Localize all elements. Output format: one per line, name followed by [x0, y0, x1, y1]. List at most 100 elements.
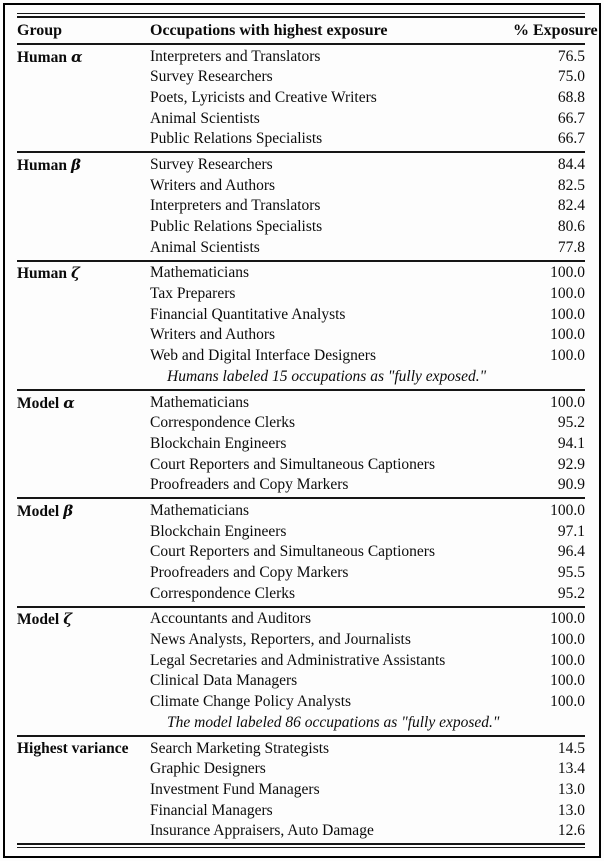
section-model-beta: Model β Mathematicians 100.0 Blockchain E…: [17, 499, 585, 605]
occupation-cell: Poets, Lyricists and Creative Writers: [150, 88, 377, 106]
exposure-cell: 100.0: [550, 631, 585, 649]
table-row: Writers and Authors 82.5: [17, 176, 585, 197]
top-rule-thin: [17, 13, 585, 14]
exposure-cell: 94.1: [557, 434, 585, 452]
occupation-cell: Blockchain Engineers: [150, 434, 287, 452]
table-row: Correspondence Clerks 95.2: [17, 584, 585, 605]
exposure-cell: 80.6: [557, 218, 585, 235]
occupation-cell: Public Relations Specialists: [150, 218, 323, 235]
exposure-cell: 68.8: [557, 88, 585, 106]
table-row: Survey Researchers 75.0: [17, 67, 585, 88]
exposure-cell: 13.0: [557, 801, 585, 819]
exposure-cell: 100.0: [550, 393, 585, 411]
table-row: Public Relations Specialists 80.6: [17, 217, 585, 238]
group-spacer: [17, 325, 150, 346]
occupation-cell: Climate Change Policy Analysts: [150, 693, 352, 711]
occupation-cell: Court Reporters and Simultaneous Caption…: [150, 455, 435, 473]
group-spacer: [17, 801, 150, 822]
exposure-table: Group Occupations with highest exposure …: [5, 5, 599, 849]
group-spacer: [17, 692, 150, 713]
group-symbol: α: [70, 47, 83, 66]
header-occupation: Occupations with highest exposure: [150, 21, 388, 39]
occupation-cell: Writers and Authors: [150, 326, 276, 344]
occupation-cell: Financial Quantitative Analysts: [150, 305, 346, 323]
group-label: Human ζ: [17, 263, 150, 284]
bottom-rule-thick: [17, 843, 585, 846]
table-row: Model α Mathematicians 100.0: [17, 393, 585, 414]
occupation-cell: Mathematicians: [150, 501, 249, 519]
group-spacer: [17, 238, 150, 259]
occupation-cell: News Analysts, Reporters, and Journalist…: [150, 631, 411, 649]
group-spacer: [17, 475, 150, 496]
exposure-cell: 66.7: [557, 130, 585, 148]
table-row: Poets, Lyricists and Creative Writers 68…: [17, 88, 585, 109]
group-label: Model ζ: [17, 609, 150, 630]
page-frame: Group Occupations with highest exposure …: [3, 3, 601, 858]
table-row: Climate Change Policy Analysts 100.0: [17, 692, 585, 713]
group-spacer: [17, 671, 150, 692]
group-spacer: [17, 542, 150, 563]
group-spacer: [17, 305, 150, 326]
exposure-cell: 100.0: [550, 305, 585, 323]
table-row: Tax Preparers 100.0: [17, 284, 585, 305]
section-model-alpha: Model α Mathematicians 100.0 Corresponden…: [17, 391, 585, 497]
table-row: Blockchain Engineers 94.1: [17, 434, 585, 455]
group-spacer: [17, 563, 150, 584]
exposure-cell: 13.0: [557, 780, 585, 798]
exposure-cell: 75.0: [557, 68, 585, 86]
occupation-cell: Blockchain Engineers: [150, 522, 287, 540]
group-spacer: [17, 413, 150, 434]
table-row: Court Reporters and Simultaneous Caption…: [17, 455, 585, 476]
exposure-cell: 100.0: [550, 285, 585, 303]
occupation-cell: Mathematicians: [150, 264, 249, 282]
group-spacer: [17, 434, 150, 455]
group-symbol: β: [70, 155, 81, 174]
exposure-cell: 100.0: [550, 326, 585, 344]
group-spacer: [17, 630, 150, 651]
occupation-cell: Interpreters and Translators: [150, 47, 321, 65]
group-name: Human: [17, 48, 67, 66]
section-rule: [17, 151, 585, 154]
table-row: Public Relations Specialists 66.7: [17, 129, 585, 150]
section-note: Humans labeled 15 occupations as "fully …: [167, 367, 487, 385]
exposure-cell: 82.4: [557, 197, 585, 215]
group-label: Model β: [17, 501, 150, 522]
table-row: Investment Fund Managers 13.0: [17, 780, 585, 801]
header-group: Group: [17, 21, 63, 39]
table-row: Human ζ Mathematicians 100.0: [17, 263, 585, 284]
group-spacer: [17, 217, 150, 238]
section-highest-variance: Highest variance Search Marketing Strate…: [17, 737, 585, 843]
exposure-cell: 100.0: [550, 672, 585, 690]
table-row: Blockchain Engineers 97.1: [17, 522, 585, 543]
group-spacer: [17, 346, 150, 367]
occupation-cell: Writers and Authors: [150, 176, 276, 194]
group-spacer: [17, 651, 150, 672]
group-spacer: [17, 455, 150, 476]
occupation-cell: Proofreaders and Copy Markers: [150, 476, 349, 494]
exposure-cell: 76.5: [557, 47, 585, 65]
group-spacer: [17, 584, 150, 605]
occupation-cell: Clinical Data Managers: [150, 672, 298, 690]
group-spacer: [17, 780, 150, 801]
occupation-cell: Interpreters and Translators: [150, 197, 321, 215]
group-spacer: [17, 67, 150, 88]
table-row: Clinical Data Managers 100.0: [17, 671, 585, 692]
group-spacer: [17, 129, 150, 150]
table-row: News Analysts, Reporters, and Journalist…: [17, 630, 585, 651]
exposure-cell: 12.6: [557, 822, 585, 840]
exposure-cell: 66.7: [557, 109, 585, 127]
table-row: Human α Interpreters and Translators 76.5: [17, 47, 585, 68]
group-name: Human: [17, 156, 67, 174]
group-name: Human: [17, 265, 67, 283]
table-row: Proofreaders and Copy Markers 90.9: [17, 475, 585, 496]
group-spacer: [17, 759, 150, 780]
section-note: The model labeled 86 occupations as "ful…: [167, 713, 500, 731]
bottom-rule-thin: [17, 847, 585, 849]
occupation-cell: Proofreaders and Copy Markers: [150, 564, 349, 581]
section-human-zeta: Human ζ Mathematicians 100.0 Tax Preparer…: [17, 262, 585, 389]
header-exposure: % Exposure: [513, 21, 598, 39]
table-header-row: Group Occupations with highest exposure …: [17, 18, 598, 43]
group-label: Highest variance: [17, 739, 150, 760]
table-row: Web and Digital Interface Designers 100.…: [17, 346, 585, 367]
table-row: Highest variance Search Marketing Strate…: [17, 739, 585, 760]
